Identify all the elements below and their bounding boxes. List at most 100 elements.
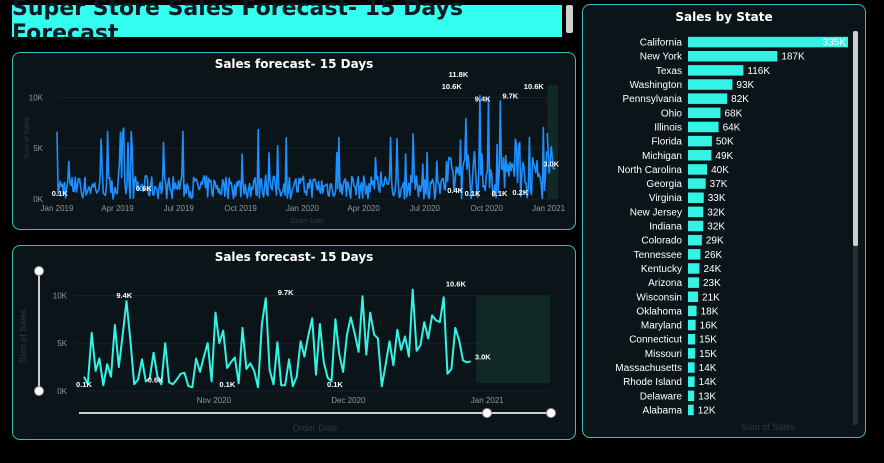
state-bar[interactable] — [688, 150, 712, 161]
bar-value-label: 15K — [699, 349, 717, 360]
state-label: New Jersey — [630, 207, 682, 218]
state-bar[interactable] — [688, 178, 706, 189]
state-label: Michigan — [642, 151, 682, 162]
x-tick-label: Jul 2020 — [410, 204, 441, 213]
bar-value-label: 24K — [703, 264, 721, 275]
data-label: 10.6K — [524, 82, 545, 91]
state-bar[interactable] — [688, 36, 848, 48]
state-label: Illinois — [654, 122, 682, 133]
sales-forecast-zoom-panel: Sales forecast- 15 Days 0K 5K 10K Nov 2020 D… — [12, 245, 576, 440]
x-tick-label: Apr 2019 — [101, 204, 134, 213]
state-label: Colorado — [641, 236, 682, 247]
title-scrollbar[interactable] — [566, 5, 573, 33]
y-tick-label: 10K — [53, 291, 68, 300]
state-bar[interactable] — [688, 390, 695, 402]
state-bar[interactable] — [688, 93, 728, 104]
list-scrollbar-thumb[interactable] — [853, 31, 858, 246]
state-bar[interactable] — [688, 376, 695, 387]
x-range-slider-left-handle[interactable] — [482, 408, 492, 418]
state-bar[interactable] — [688, 277, 699, 288]
state-bar[interactable] — [688, 291, 699, 303]
x-tick-label: Apr 2020 — [347, 204, 380, 213]
y-tick-label: 5K — [57, 339, 67, 348]
data-label: 9.4K — [116, 291, 132, 300]
y-range-slider-top-handle[interactable] — [34, 266, 44, 276]
y-axis-title: Sum of Sales — [24, 117, 31, 159]
sales-by-state-panel: Sales by State California 335K New York 187… — [582, 4, 866, 438]
state-label: Connecticut — [629, 335, 682, 346]
state-bar[interactable] — [688, 79, 733, 90]
x-tick-label: Jul 2019 — [164, 204, 195, 213]
state-bar[interactable] — [688, 206, 704, 218]
x-range-slider-right-handle[interactable] — [546, 408, 556, 418]
sales-series-line — [56, 94, 548, 200]
state-bar[interactable] — [688, 404, 694, 416]
y-axis-title: Sum of Sales — [18, 309, 28, 363]
state-bar[interactable] — [688, 107, 721, 119]
forecast-band — [476, 296, 550, 383]
forecast-line — [546, 132, 556, 174]
data-label: 0.1K — [219, 380, 235, 389]
state-label: Missouri — [645, 349, 682, 360]
data-label: 3.0K — [543, 160, 559, 169]
state-bar[interactable] — [688, 192, 704, 203]
chart3-svg: California 335K New York 187K Texas 116K Washi… — [615, 31, 858, 432]
data-label: 9.7K — [278, 288, 294, 297]
chart3-title: Sales by State — [675, 10, 773, 24]
state-bar[interactable] — [688, 164, 708, 175]
y-tick-label: 0K — [57, 387, 67, 396]
state-label: California — [640, 38, 683, 49]
state-bar[interactable] — [688, 50, 778, 62]
state-label: Georgia — [646, 179, 682, 190]
state-label: North Carolina — [618, 165, 683, 176]
bar-value-label: 37K — [710, 179, 728, 190]
state-label: Massachusetts — [615, 363, 682, 374]
x-tick-label: Jan 2019 — [41, 204, 74, 213]
state-label: Florida — [651, 137, 682, 148]
state-bar[interactable] — [688, 135, 712, 147]
y-tick-label: 10K — [29, 93, 44, 102]
state-label: Pennsylvania — [623, 94, 683, 105]
data-label: 3.0K — [475, 352, 491, 361]
state-bar[interactable] — [688, 319, 696, 331]
y-tick-label: 0K — [33, 195, 43, 204]
state-bar[interactable] — [688, 362, 695, 373]
chart2-svg: 0K 5K 10K Nov 2020 Dec 2020 Jan 2021 Sum of Sa… — [18, 266, 556, 433]
state-label: Alabama — [643, 405, 683, 416]
chart1-title: Sales forecast- 15 Days — [214, 57, 374, 71]
bar-value-label: 14K — [699, 377, 717, 388]
state-bar[interactable] — [688, 65, 744, 76]
y-tick-label: 5K — [33, 144, 43, 153]
state-bar[interactable] — [688, 249, 701, 260]
state-bar[interactable] — [688, 121, 719, 133]
bar-value-label: 14K — [699, 363, 717, 374]
x-axis-title: Order Date — [293, 423, 338, 433]
bar-value-label: 335K — [823, 38, 847, 49]
state-bar[interactable] — [688, 263, 700, 274]
state-label: Virginia — [649, 193, 683, 204]
bar-value-label: 187K — [781, 52, 805, 63]
data-label: 0.1K — [492, 189, 508, 198]
bar-value-label: 23K — [703, 278, 721, 289]
state-label: Maryland — [641, 321, 682, 332]
state-bar[interactable] — [688, 333, 696, 345]
bar-value-label: 21K — [702, 292, 720, 303]
data-label: 0.1K — [76, 380, 92, 389]
chart1-svg: 0K 5K 10K Jan 2019 Apr 2019 Jul 2019 Oct 2019 J… — [24, 70, 566, 225]
state-bar[interactable] — [688, 234, 702, 246]
state-label: Rhode Island — [623, 377, 682, 388]
bar-value-label: 64K — [723, 122, 741, 133]
data-label: 0.1K — [465, 189, 481, 198]
x-axis-title: Order Date — [290, 218, 325, 225]
bar-value-label: 15K — [699, 335, 717, 346]
data-label: 0.1K — [327, 380, 343, 389]
state-bar[interactable] — [688, 305, 697, 317]
state-bar[interactable] — [688, 220, 704, 232]
bar-value-label: 29K — [706, 236, 724, 247]
forecast-band — [547, 85, 558, 199]
x-tick-label: Dec 2020 — [331, 396, 366, 405]
y-range-slider-bottom-handle[interactable] — [34, 386, 44, 396]
dashboard-title: Super Store Sales Forecast- 15 Days Fore… — [12, 0, 562, 46]
state-bar[interactable] — [688, 348, 696, 359]
sales-series-line — [83, 288, 472, 389]
